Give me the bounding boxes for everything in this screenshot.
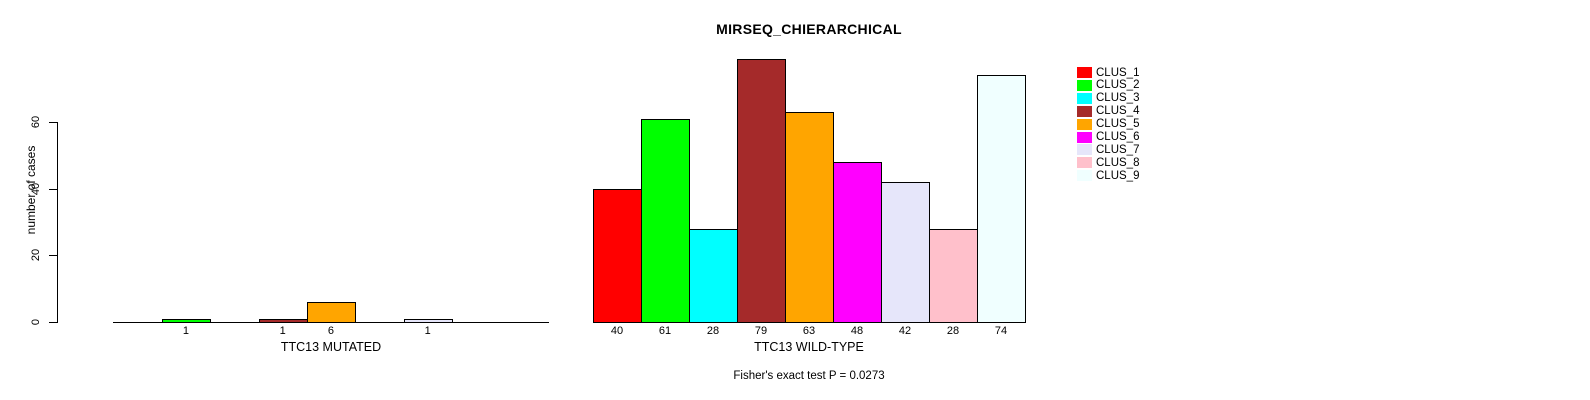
bar-CLUS_2 xyxy=(161,318,212,323)
bar-value-label: 63 xyxy=(802,325,816,337)
bar-CLUS_7 xyxy=(881,182,930,323)
bar-CLUS_5 xyxy=(785,112,834,323)
bar-value-label: 1 xyxy=(424,325,431,337)
legend-item: CLUS_5 xyxy=(1077,118,1139,130)
legend-item: CLUS_4 xyxy=(1077,105,1139,117)
bar-value-label: 1 xyxy=(182,325,190,337)
y-axis-tick xyxy=(49,188,57,190)
legend-item: CLUS_6 xyxy=(1077,131,1139,143)
bar-value-label: 61 xyxy=(658,325,672,337)
legend-swatch-CLUS_1 xyxy=(1077,67,1092,78)
bar-value-label: 42 xyxy=(898,325,912,337)
bar-value-label: 6 xyxy=(327,325,335,337)
bar-CLUS_9 xyxy=(977,75,1026,323)
legend-label: CLUS_9 xyxy=(1096,169,1140,182)
bar-CLUS_3 xyxy=(689,228,738,323)
legend-label: CLUS_7 xyxy=(1096,143,1140,156)
bar-CLUS_4 xyxy=(737,58,786,323)
legend-item: CLUS_8 xyxy=(1077,157,1139,169)
y-axis-tick-label: 60 xyxy=(30,115,42,129)
legend-label: CLUS_1 xyxy=(1096,66,1140,79)
bar-value-label: 74 xyxy=(994,325,1008,337)
bar-value-label: 48 xyxy=(850,325,864,337)
legend-label: CLUS_8 xyxy=(1096,156,1140,169)
bar-CLUS_2 xyxy=(641,118,690,323)
y-axis-tick xyxy=(49,322,57,323)
legend-swatch-CLUS_9 xyxy=(1077,170,1092,182)
legend-label: CLUS_2 xyxy=(1096,79,1140,92)
legend-label: CLUS_4 xyxy=(1096,105,1140,118)
legend-swatch-CLUS_7 xyxy=(1077,144,1092,156)
bar-CLUS_7 xyxy=(403,318,453,323)
legend-swatch-CLUS_4 xyxy=(1077,105,1092,117)
y-axis-tick-label: 0 xyxy=(30,318,42,326)
legend-item: CLUS_7 xyxy=(1077,144,1139,156)
y-axis-tick-label: 40 xyxy=(30,182,42,195)
x-axis-label-wildtype: TTC13 WILD-TYPE xyxy=(754,340,864,354)
legend-swatch-CLUS_3 xyxy=(1077,92,1092,104)
bar-CLUS_1 xyxy=(593,188,642,323)
legend-item: CLUS_2 xyxy=(1077,79,1139,91)
y-axis-tick-label: 20 xyxy=(30,249,42,262)
y-axis-tick xyxy=(49,122,57,123)
bar-value-label: 28 xyxy=(946,325,960,337)
fisher-test-annotation: Fisher's exact test P = 0.0273 xyxy=(733,370,885,382)
bar-value-label: 79 xyxy=(754,325,768,337)
legend-swatch-CLUS_8 xyxy=(1077,157,1092,169)
bar-CLUS_6 xyxy=(833,162,882,323)
legend-label: CLUS_6 xyxy=(1096,131,1140,143)
bar-value-label: 40 xyxy=(610,325,624,337)
bar-CLUS_8 xyxy=(929,228,978,323)
y-axis-tick xyxy=(49,255,57,257)
y-axis-line xyxy=(57,122,58,323)
legend-item: CLUS_3 xyxy=(1077,92,1139,104)
bar-CLUS_4 xyxy=(258,318,308,323)
bar-value-label: 1 xyxy=(279,325,286,337)
legend-label: CLUS_3 xyxy=(1096,92,1140,105)
x-axis-label-mutated: TTC13 MUTATED xyxy=(280,340,382,354)
bar-CLUS_5 xyxy=(306,302,357,323)
bar-value-label: 28 xyxy=(706,325,720,337)
legend-swatch-CLUS_2 xyxy=(1077,79,1092,91)
legend-label: CLUS_5 xyxy=(1096,118,1140,131)
legend-item: CLUS_1 xyxy=(1077,67,1139,79)
legend-item: CLUS_9 xyxy=(1077,170,1139,182)
chart-title: MIRSEQ_CHIERARCHICAL xyxy=(716,21,902,37)
legend-swatch-CLUS_6 xyxy=(1077,131,1092,143)
legend-swatch-CLUS_5 xyxy=(1077,118,1092,130)
